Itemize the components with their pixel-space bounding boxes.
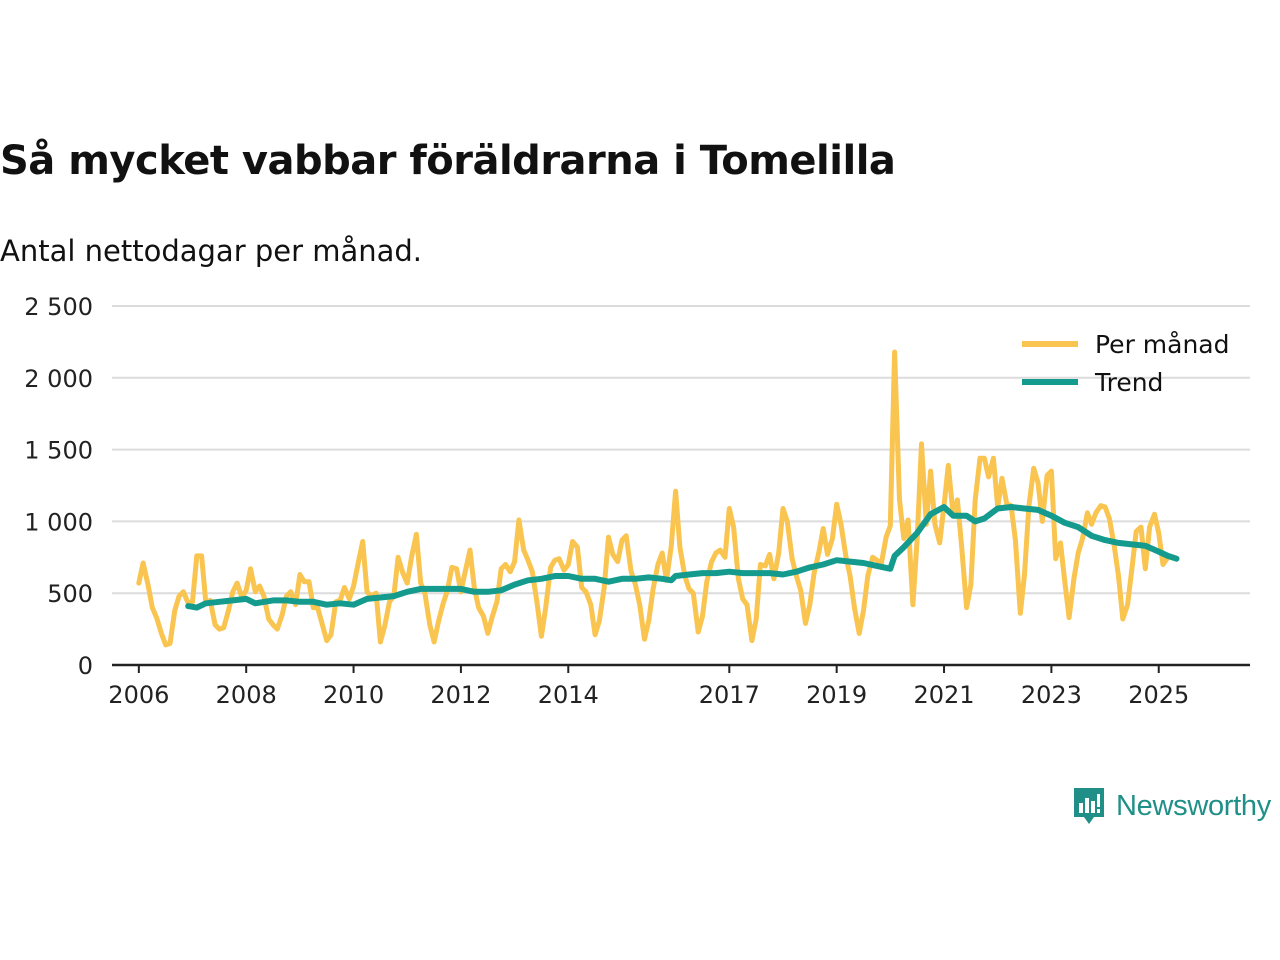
legend-label-per-manad: Per månad [1095,330,1230,359]
x-tick-label-2010: 2010 [323,681,384,709]
legend-label-trend: Trend [1094,368,1163,397]
chart-title: Så mycket vabbar föräldrarna i Tomelilla [0,138,896,184]
x-tick-label-2025: 2025 [1128,681,1189,709]
x-tick-label-2023: 2023 [1021,681,1082,709]
x-tick-label-2014: 2014 [538,681,599,709]
x-tick-label-2021: 2021 [913,681,974,709]
chart-subtitle: Antal nettodagar per månad. [0,234,423,268]
y-tick-label-500: 500 [47,580,93,608]
y-axis-tick-labels: 0 500 1 000 1 500 2 000 2 500 [24,293,93,680]
series-line-trend [185,504,1180,611]
series-lines [136,349,1180,648]
legend: Per månad Trend [1022,330,1230,397]
x-tick-label-2012: 2012 [430,681,491,709]
line-chart: 0 500 1 000 1 500 2 000 2 500 2006 2008 2010 201… [24,293,1250,709]
y-tick-label-1500: 1 500 [24,437,93,465]
x-tick-label-2019: 2019 [806,681,867,709]
x-tick-label-2008: 2008 [216,681,277,709]
y-tick-label-2500: 2 500 [24,293,93,321]
x-tick-label-2017: 2017 [699,681,760,709]
y-tick-label-1000: 1 000 [24,508,93,536]
x-axis [112,663,1250,673]
x-axis-tick-labels: 2006 2008 2010 2012 2014 2017 2019 2021 2023 2025 [108,681,1189,709]
newsworthy-logo-icon [1074,788,1104,824]
y-tick-label-2000: 2 000 [24,365,93,393]
x-tick-label-2006: 2006 [108,681,169,709]
y-tick-label-0: 0 [78,652,93,680]
brand-name: Newsworthy [1116,789,1271,822]
series-line-per-manad [136,349,1171,648]
newsworthy-logo: Newsworthy [1072,786,1271,826]
